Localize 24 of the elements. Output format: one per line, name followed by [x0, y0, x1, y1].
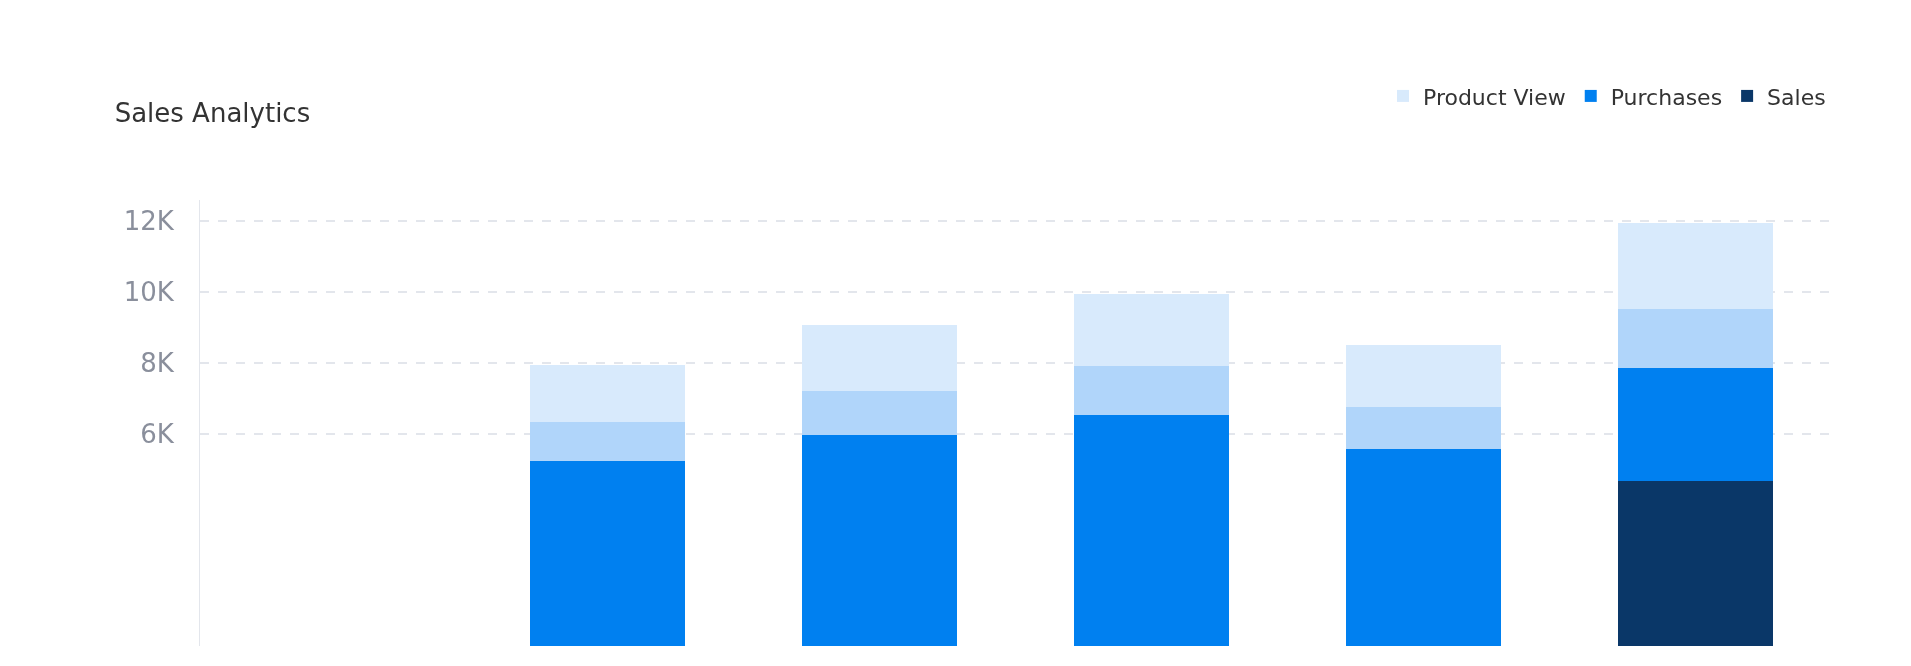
- bar: [1073, 294, 1229, 367]
- legend-label: Purchases: [1610, 84, 1723, 110]
- y-tick-label: 8K: [140, 347, 175, 378]
- legend-label: Sales: [1767, 84, 1826, 110]
- bar: [530, 364, 686, 422]
- bar: [1073, 366, 1229, 415]
- bar: [1617, 309, 1773, 369]
- legend-label: Product View: [1423, 84, 1566, 110]
- y-tick-label: 10K: [123, 277, 175, 308]
- bar: [1617, 223, 1773, 310]
- bar: [1073, 414, 1229, 646]
- y-tick-label: 12K: [123, 206, 175, 237]
- bar: [1345, 407, 1501, 449]
- chart-title: Sales Analytics: [114, 98, 311, 129]
- bar: [802, 435, 958, 646]
- bar: [802, 324, 958, 391]
- bar: [802, 390, 958, 436]
- bar: [530, 460, 686, 646]
- bar: [530, 421, 686, 461]
- bar: [1617, 368, 1773, 482]
- bar: [1345, 345, 1501, 408]
- bar: [1617, 481, 1773, 646]
- y-tick-label: 6K: [140, 418, 175, 449]
- bar: [1345, 448, 1501, 646]
